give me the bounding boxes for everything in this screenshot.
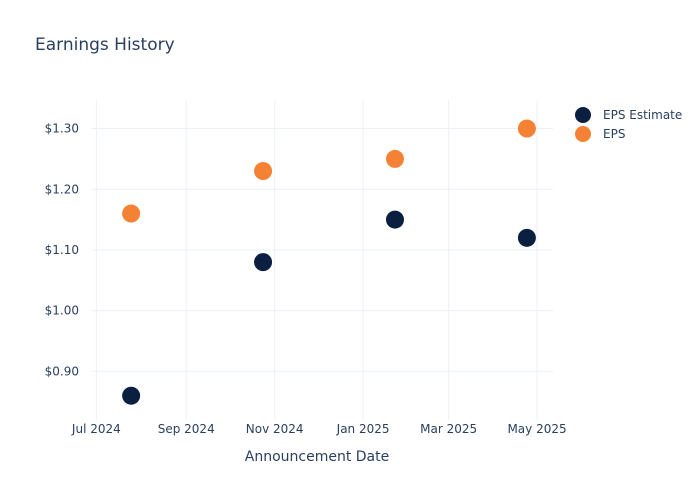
y-tick-label: $1.30 — [45, 122, 79, 136]
axis-layer: Jul 2024 Sep 2024 Nov 2024 Jan 2025 Mar 2025… — [45, 122, 567, 436]
y-tick-label: $1.20 — [45, 182, 79, 196]
legend-marker — [575, 107, 591, 123]
x-tick-label: May 2025 — [507, 422, 566, 436]
y-tick-label: $0.90 — [45, 364, 79, 378]
x-tick-label: Mar 2025 — [420, 422, 477, 436]
grid-layer — [92, 100, 553, 420]
data-point — [122, 386, 141, 405]
data-point — [517, 228, 536, 247]
data-point — [254, 253, 273, 272]
points-layer — [122, 119, 536, 405]
x-tick-label: Sep 2024 — [158, 422, 215, 436]
legend-marker — [575, 126, 591, 142]
legend-label: EPS Estimate — [603, 108, 682, 122]
data-point — [385, 149, 404, 168]
x-tick-label: Nov 2024 — [246, 422, 304, 436]
legend-label: EPS — [603, 127, 625, 141]
y-tick-label: $1.10 — [45, 243, 79, 257]
data-point — [254, 162, 273, 181]
data-point — [122, 204, 141, 223]
chart-title: Earnings History — [35, 35, 175, 55]
legend: EPS Estimate EPS — [575, 107, 682, 142]
x-tick-label: Jul 2024 — [71, 422, 121, 436]
x-axis-title: Announcement Date — [245, 449, 389, 465]
y-tick-label: $1.00 — [45, 304, 79, 318]
data-point — [517, 119, 536, 138]
data-point — [385, 210, 404, 229]
x-tick-label: Jan 2025 — [336, 422, 390, 436]
